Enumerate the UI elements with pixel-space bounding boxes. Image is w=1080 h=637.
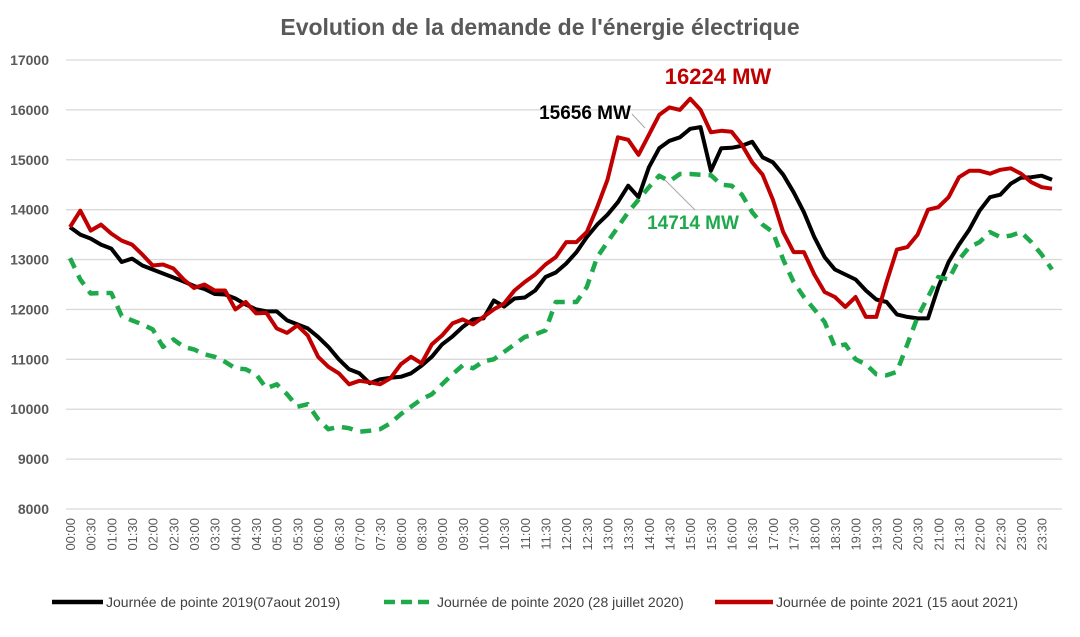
legend-label: Journée de pointe 2020 (28 juillet 2020): [437, 594, 684, 610]
series-line-2: [67, 171, 1054, 434]
y-tick-label: 14000: [10, 202, 49, 218]
y-tick-label: 12000: [10, 301, 49, 317]
x-tick-label: 04:30: [249, 518, 264, 551]
x-tick-label: 19:00: [849, 518, 864, 551]
x-tick-label: 06:00: [311, 518, 326, 551]
annotation-label: 15656 MW: [539, 103, 631, 124]
x-tick-label: 14:00: [642, 518, 657, 551]
x-tick-label: 21:30: [952, 518, 967, 551]
y-axis-ticks: 8000 9000 10000 11000 12000 13000 14000 15000 16…: [10, 52, 49, 517]
x-tick-label: 18:30: [828, 518, 843, 551]
gridlines: [66, 59, 1062, 510]
x-tick-label: 10:00: [476, 518, 491, 551]
y-tick-label: 16000: [10, 102, 49, 118]
annotations: 16224 MW 15656 MW 14714 MW: [539, 64, 771, 234]
x-tick-label: 14:30: [663, 518, 678, 551]
x-tick-label: 02:30: [166, 518, 181, 551]
legend-item-3: Journée de pointe 2021 (15 aout 2021): [715, 594, 1018, 610]
x-tick-label: 20:30: [911, 518, 926, 551]
x-tick-label: 15:30: [704, 518, 719, 551]
x-tick-label: 18:00: [807, 518, 822, 551]
series-line-3: [68, 96, 1053, 387]
x-tick-label: 07:30: [373, 518, 388, 551]
x-tick-label: 11:30: [538, 518, 553, 550]
x-tick-label: 17:00: [766, 518, 781, 551]
y-tick-label: 11000: [11, 351, 49, 367]
x-tick-label: 04:00: [228, 518, 243, 551]
y-tick-label: 13000: [10, 252, 49, 268]
y-tick-label: 17000: [10, 52, 49, 68]
x-tick-label: 08:00: [394, 518, 409, 551]
annotation-leader-line: [631, 113, 646, 129]
x-tick-label: 11:00: [518, 518, 533, 550]
annotation-label: 14714 MW: [647, 213, 739, 234]
x-tick-label: 23:00: [1014, 518, 1029, 551]
x-tick-label: 20:00: [890, 518, 905, 551]
x-tick-label: 09:30: [456, 518, 471, 551]
x-tick-label: 22:00: [973, 518, 988, 551]
legend-item-2: Journée de pointe 2020 (28 juillet 2020): [384, 594, 684, 610]
x-tick-label: 19:30: [869, 518, 884, 551]
chart-title: Evolution de la demande de l'énergie éle…: [280, 14, 799, 40]
series-line-1: [68, 125, 1053, 386]
x-tick-label: 12:30: [580, 518, 595, 551]
x-axis-ticks: 00:00 00:30 01:00 01:30 02:00 02:30 03:00 03:30…: [63, 518, 1050, 551]
x-tick-label: 00:00: [63, 518, 78, 551]
y-tick-label: 8000: [18, 501, 49, 517]
x-tick-label: 21:00: [931, 518, 946, 551]
legend-item-1: Journée de pointe 2019(07aout 2019): [52, 594, 340, 610]
x-tick-label: 13:30: [621, 518, 636, 551]
x-tick-label: 12:00: [559, 518, 574, 551]
x-tick-label: 03:30: [208, 518, 223, 551]
x-tick-label: 05:30: [290, 518, 305, 551]
x-tick-label: 22:30: [993, 518, 1008, 551]
x-tick-label: 07:00: [352, 518, 367, 551]
x-tick-label: 13:00: [601, 518, 616, 551]
x-tick-label: 15:00: [683, 518, 698, 551]
x-tick-label: 09:00: [435, 518, 450, 551]
x-tick-label: 10:30: [497, 518, 512, 551]
annotation-leader-line: [664, 179, 696, 211]
x-tick-label: 01:00: [104, 518, 119, 551]
x-tick-label: 03:00: [187, 518, 202, 551]
annotation-label: 16224 MW: [665, 64, 772, 89]
x-tick-label: 17:30: [787, 518, 802, 551]
x-tick-label: 16:30: [745, 518, 760, 551]
x-tick-label: 08:30: [414, 518, 429, 551]
x-tick-label: 00:30: [84, 518, 99, 551]
series-lines: [67, 96, 1054, 434]
x-tick-label: 01:30: [125, 518, 140, 551]
x-tick-label: 23:30: [1035, 518, 1050, 551]
legend-label: Journée de pointe 2021 (15 aout 2021): [776, 594, 1018, 610]
y-tick-label: 15000: [10, 152, 49, 168]
y-tick-label: 10000: [10, 401, 49, 417]
legend: Journée de pointe 2019(07aout 2019) Journ…: [52, 594, 1018, 610]
x-tick-label: 05:00: [270, 518, 285, 551]
x-tick-label: 06:30: [332, 518, 347, 551]
x-tick-label: 16:00: [725, 518, 740, 551]
x-tick-label: 02:00: [146, 518, 161, 551]
y-tick-label: 9000: [18, 451, 49, 467]
legend-label: Journée de pointe 2019(07aout 2019): [106, 594, 340, 610]
